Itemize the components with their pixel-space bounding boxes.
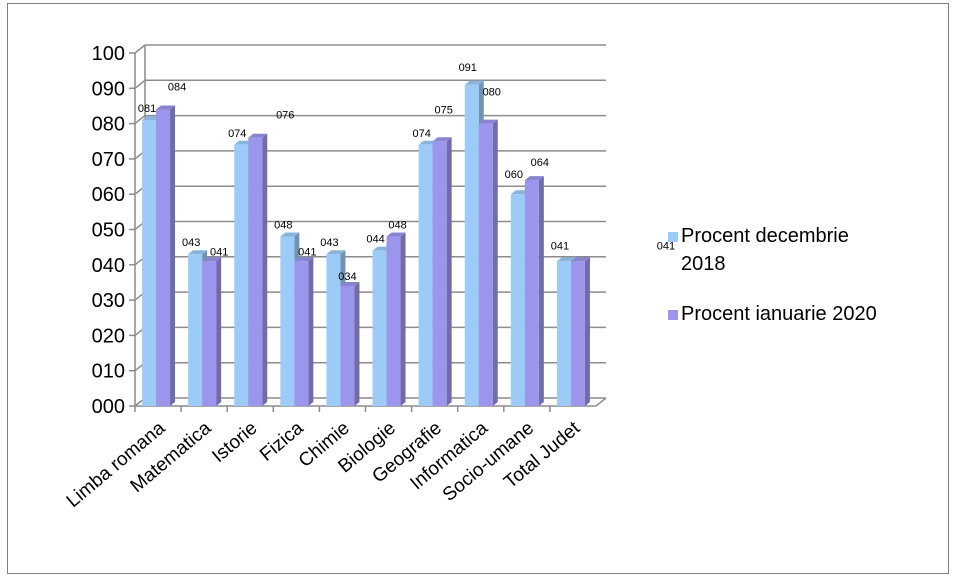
legend-label: Procent decembrie	[681, 225, 849, 247]
bar-side	[400, 232, 406, 406]
bar-side	[262, 133, 268, 406]
bar	[326, 254, 341, 406]
data-label: 091	[459, 62, 477, 74]
bar	[294, 261, 309, 406]
bar-top	[326, 250, 346, 255]
bar	[418, 144, 433, 406]
bar-top	[464, 80, 484, 85]
bar	[280, 236, 295, 406]
bar-top	[188, 250, 208, 255]
bar-side	[308, 257, 314, 406]
bar-top	[294, 257, 314, 262]
bar	[524, 180, 539, 406]
legend-label-line2: 2018	[681, 253, 726, 275]
bar	[142, 120, 157, 406]
bar	[156, 109, 171, 406]
y-tick-label: 010	[92, 361, 125, 383]
floor-edge	[595, 397, 607, 407]
bar-side	[446, 137, 452, 406]
y-tick-label: 060	[92, 184, 125, 206]
bar	[372, 250, 387, 406]
bar-side	[170, 105, 176, 406]
data-label: 064	[531, 157, 549, 169]
bar	[188, 254, 203, 406]
bar-side	[584, 257, 590, 406]
data-label: 041	[298, 246, 316, 258]
data-label: 043	[182, 237, 200, 249]
bar-top	[202, 257, 222, 262]
bar	[386, 236, 401, 406]
data-label: 074	[412, 128, 430, 140]
y-tick-label: 080	[92, 114, 125, 136]
bar-side	[354, 281, 360, 406]
bar-top	[570, 257, 590, 262]
gridline-depth	[134, 79, 146, 89]
data-label: 084	[168, 81, 186, 93]
data-label: 041	[657, 240, 675, 252]
bar-top	[556, 257, 576, 262]
legend-swatch	[668, 232, 678, 242]
data-label: 041	[551, 240, 569, 252]
bar-top	[524, 176, 544, 181]
y-tick-label: 050	[92, 220, 125, 242]
bar-top	[386, 232, 406, 237]
data-label: 048	[388, 220, 406, 232]
bar-top	[478, 119, 498, 124]
y-tick-label: 030	[92, 290, 125, 312]
data-label: 041	[210, 246, 228, 258]
bar	[570, 261, 585, 406]
bar	[510, 194, 525, 406]
bar-top	[432, 137, 452, 142]
gridline-depth	[134, 115, 146, 125]
y-tick-label: 040	[92, 255, 125, 277]
data-label: 076	[276, 110, 294, 122]
data-label: 060	[505, 169, 523, 181]
data-label: 081	[138, 103, 156, 115]
legend-label: Procent ianuarie 2020	[681, 303, 877, 325]
bar	[202, 261, 217, 406]
y-tick-label: 100	[92, 43, 125, 65]
data-label: 048	[274, 220, 292, 232]
bar-top	[340, 281, 360, 286]
bar	[556, 261, 571, 406]
data-label: 044	[366, 234, 384, 246]
legend-swatch	[668, 310, 678, 320]
data-label: 080	[483, 87, 501, 99]
x-tick-label: Istorie	[208, 418, 261, 467]
y-tick-label: 000	[92, 396, 125, 418]
bar-side	[538, 176, 544, 406]
bar-side	[216, 257, 222, 406]
bar-top	[156, 105, 176, 110]
data-label: 075	[434, 104, 452, 116]
y-tick-label: 070	[92, 149, 125, 171]
data-label: 043	[320, 237, 338, 249]
gridline-depth	[134, 44, 146, 54]
bar	[248, 137, 263, 406]
bar	[234, 144, 249, 406]
y-tick-label: 020	[92, 325, 125, 347]
bar-top	[280, 232, 300, 237]
bar-side	[492, 119, 498, 406]
bar	[432, 141, 447, 406]
bar-top	[248, 133, 268, 138]
data-label: 034	[338, 271, 356, 283]
data-label: 074	[228, 128, 246, 140]
bar	[464, 84, 479, 407]
bar	[340, 285, 355, 406]
y-tick-label: 090	[92, 78, 125, 100]
bar	[478, 123, 493, 406]
